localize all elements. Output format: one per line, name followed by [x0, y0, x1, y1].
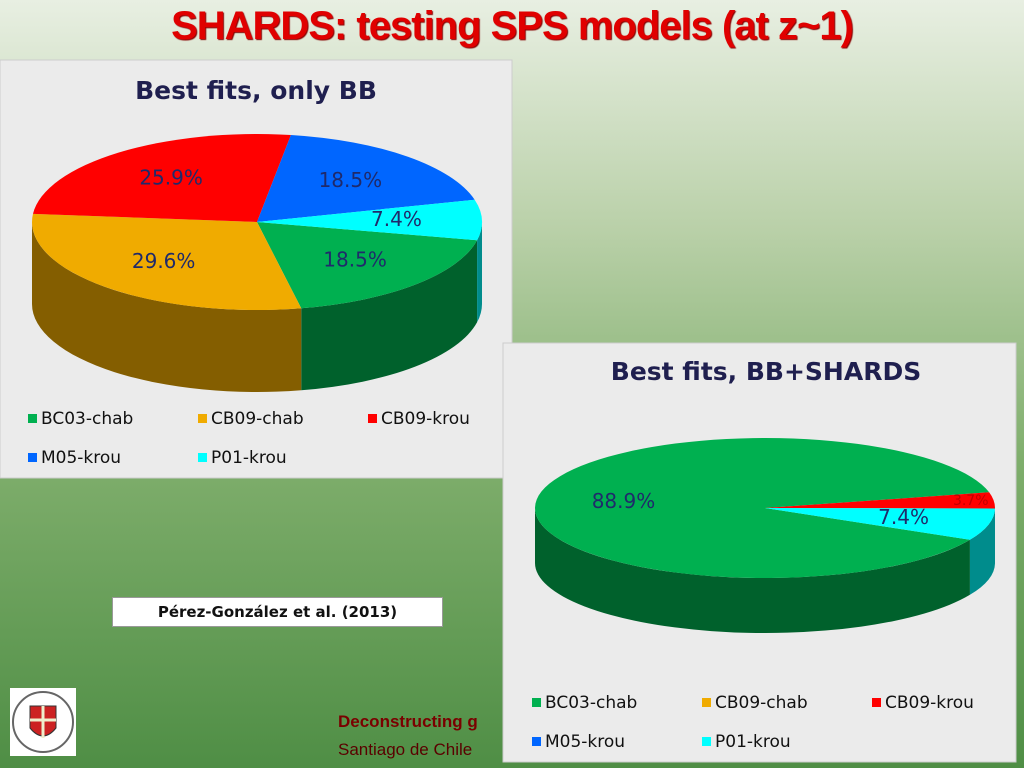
footer-line: Santiago de Chile [338, 740, 473, 759]
data-label: 7.4% [371, 207, 422, 231]
legend-label: BC03-chab [545, 693, 637, 713]
slide-title: SHARDS: testing SPS models (at z~1) [171, 4, 854, 48]
chart-title: Best fits, BB+SHARDS [611, 357, 921, 386]
legend-swatch [532, 698, 541, 707]
legend-label: P01-krou [211, 448, 287, 468]
slice [257, 222, 478, 309]
slice-side [477, 222, 482, 323]
footer-line: Deconstructing g [338, 712, 478, 731]
data-label: 29.6% [132, 249, 196, 273]
data-label: 18.5% [319, 168, 383, 192]
legend-swatch [28, 453, 37, 462]
legend-swatch [28, 414, 37, 423]
logo [10, 688, 76, 756]
citation: Pérez-González et al. (2013) [112, 597, 443, 627]
slice-side [301, 240, 478, 391]
legend-label: M05-krou [545, 732, 625, 752]
legend-label: CB09-chab [211, 409, 304, 429]
data-label: 3.7% [953, 493, 989, 509]
legend-swatch [532, 737, 541, 746]
legend-label: CB09-krou [381, 409, 470, 429]
data-label: 25.9% [139, 166, 203, 190]
logo-graphic [12, 691, 74, 753]
slice [257, 135, 475, 222]
legend-swatch [872, 698, 881, 707]
legend-label: BC03-chab [41, 409, 133, 429]
slice-side [969, 508, 995, 595]
slice [31, 213, 302, 310]
data-label: 7.4% [878, 505, 929, 529]
slice-side [535, 508, 970, 634]
slice [257, 199, 482, 241]
legend-swatch [702, 698, 711, 707]
legend-label: CB09-krou [885, 693, 974, 713]
slice [765, 508, 995, 540]
slice [765, 492, 995, 509]
legend-label: CB09-chab [715, 693, 808, 713]
legend-swatch [198, 414, 207, 423]
legend-swatch [702, 737, 711, 746]
slice-side [32, 222, 302, 393]
data-label: 88.9% [592, 489, 656, 513]
slice [32, 134, 291, 222]
legend-swatch [198, 453, 207, 462]
data-label: 18.5% [323, 247, 387, 271]
slice [534, 438, 990, 579]
legend-swatch [368, 414, 377, 423]
legend-label: M05-krou [41, 448, 121, 468]
legend-label: P01-krou [715, 732, 791, 752]
chart-title: Best fits, only BB [135, 76, 377, 105]
